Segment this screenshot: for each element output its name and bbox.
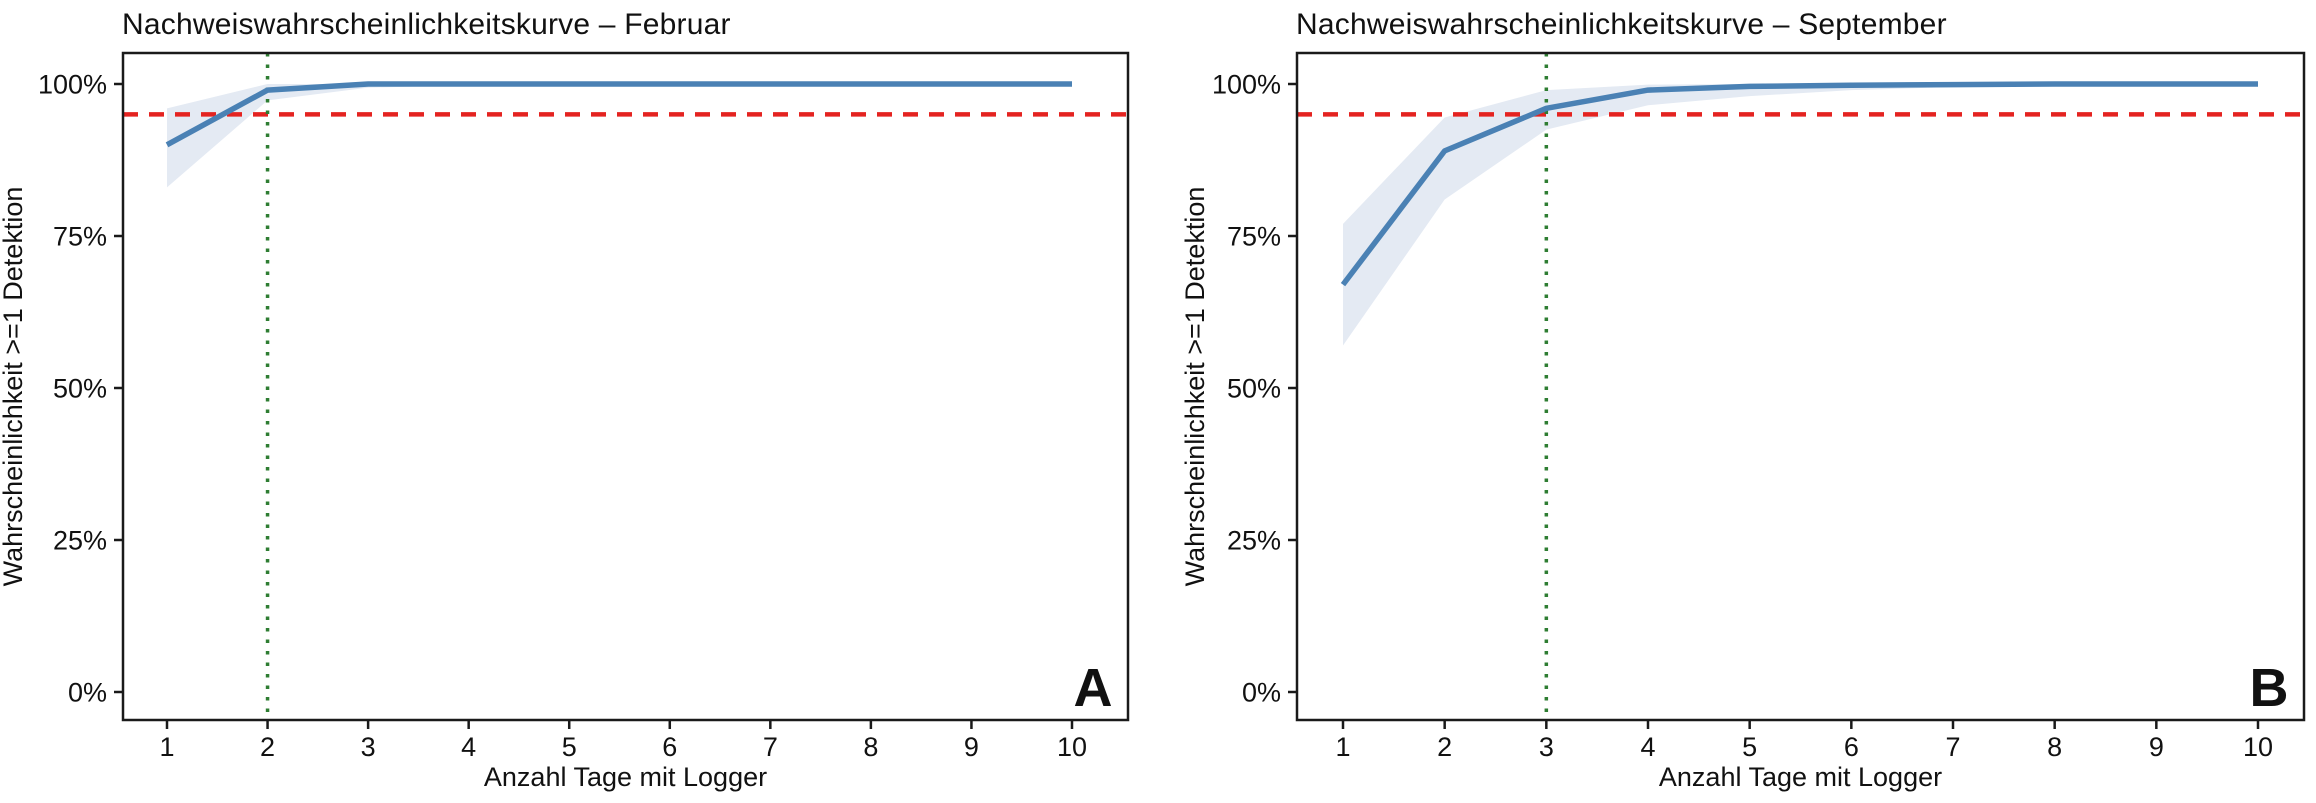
x-tick-label: 9	[964, 732, 979, 762]
x-tick-label: 8	[863, 732, 878, 762]
y-tick-label: 25%	[53, 526, 107, 556]
chart-panel-september: Nachweiswahrscheinlichkeitskurve – Septe…	[1158, 0, 2316, 803]
y-axis-title: Wahrscheinlichkeit >=1 Detektion	[0, 187, 28, 587]
y-tick-label: 25%	[1227, 526, 1281, 556]
panel-letter-b: B	[2250, 658, 2289, 718]
x-tick-label: 9	[2149, 732, 2164, 762]
x-tick-label: 5	[562, 732, 577, 762]
panel-letter-a: A	[1074, 658, 1113, 718]
y-axis-title: Wahrscheinlichkeit >=1 Detektion	[1180, 187, 1210, 587]
x-tick-label: 4	[461, 732, 476, 762]
probability-line	[165, 81, 1072, 148]
x-tick-label: 7	[763, 732, 778, 762]
x-tick-label: 8	[2047, 732, 2062, 762]
panel-border	[1295, 51, 2306, 722]
x-tick-label: 6	[1844, 732, 1859, 762]
y-tick-label: 75%	[1227, 222, 1281, 252]
x-tick-label: 3	[1539, 732, 1554, 762]
y-tick-label: 50%	[53, 374, 107, 404]
y-tick-label: 50%	[1227, 374, 1281, 404]
x-tick-label: 6	[662, 732, 677, 762]
x-axis-title: Anzahl Tage mit Logger	[484, 762, 767, 792]
chart-title-februar: Nachweiswahrscheinlichkeitskurve – Febru…	[122, 8, 731, 41]
x-tick-label: 1	[159, 732, 174, 762]
confidence-ribbon	[167, 84, 1072, 188]
x-tick-label: 3	[361, 732, 376, 762]
chart-panel-februar: Nachweiswahrscheinlichkeitskurve – Febru…	[0, 8, 1130, 792]
x-tick-label: 1	[1335, 732, 1350, 762]
x-tick-label: 10	[1057, 732, 1087, 762]
chart-plot-september: 0% 25% 50% 75% 100% 1 2 3 4 5 6 7 8 9 10 Anzahl Tage mi…	[1180, 51, 2306, 792]
x-tick-label: 2	[1437, 732, 1452, 762]
probability-line	[1340, 81, 2258, 287]
panel-border	[121, 51, 1130, 722]
confidence-ribbon	[1343, 84, 2258, 346]
x-tick-label: 7	[1945, 732, 1960, 762]
y-tick-label: 75%	[53, 222, 107, 252]
chart-title-september: Nachweiswahrscheinlichkeitskurve – Septe…	[1296, 8, 1947, 41]
x-axis-title: Anzahl Tage mit Logger	[1659, 762, 1942, 792]
y-tick-label: 100%	[38, 70, 107, 100]
y-tick-label: 100%	[1212, 70, 1281, 100]
y-tick-label: 0%	[68, 678, 107, 708]
x-tick-label: 5	[1742, 732, 1757, 762]
x-tick-label: 4	[1640, 732, 1655, 762]
chart-plot-februar: 0% 25% 50% 75% 100% 1 2 3 4 5 6 7 8 9 10 Anzahl Tage mi…	[0, 51, 1130, 792]
x-tick-label: 10	[2243, 732, 2273, 762]
x-tick-label: 2	[260, 732, 275, 762]
y-tick-label: 0%	[1242, 678, 1281, 708]
